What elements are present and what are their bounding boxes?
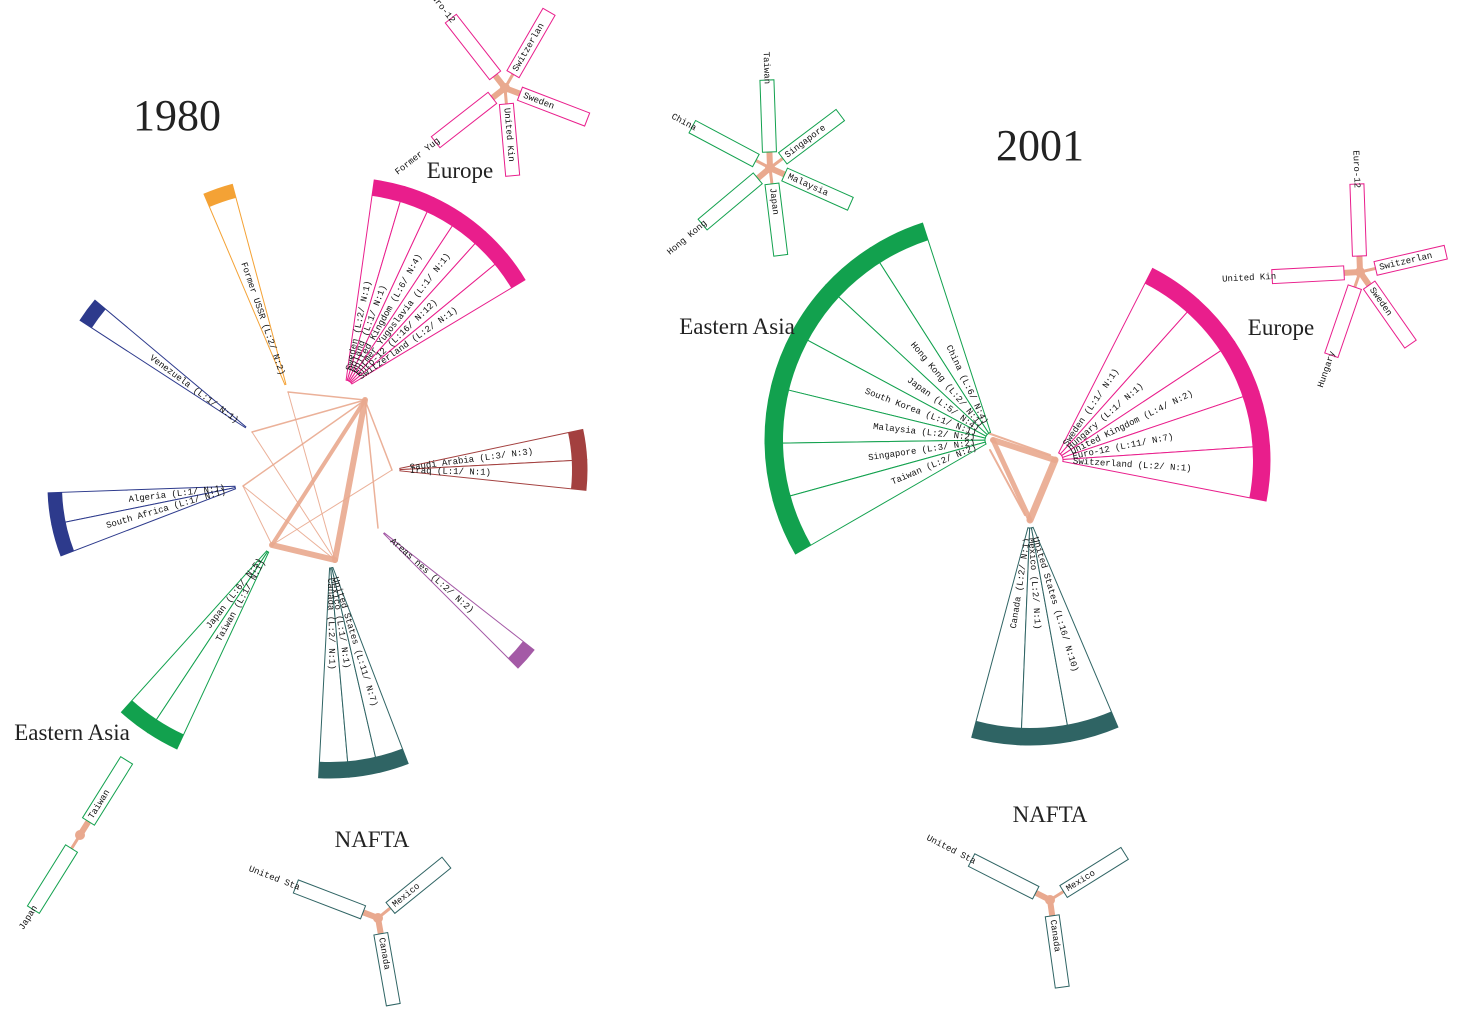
star-label: United Kin [1222,272,1276,285]
star-label: Canada [1047,919,1061,953]
group-band [568,429,587,491]
group-band [508,641,535,669]
star-label: United Sta [247,864,302,893]
star-label: Taiwan [761,52,772,85]
star-arm [506,7,556,79]
group-band [80,300,106,328]
star-label: China [669,112,698,134]
star-arm [498,102,521,177]
group-band [765,223,929,554]
item-label: Areas nes (L:2/ N:2) [388,536,476,615]
region-label: Europe [427,158,493,183]
group-band [48,492,75,556]
flow-link [287,391,366,401]
flow-link [1026,456,1059,524]
star-arm [1271,265,1345,285]
region-label: Eastern Asia [679,314,795,339]
region-label: Europe [1248,315,1314,340]
star-label: Euro-12 [426,0,457,25]
flow-link [251,399,366,433]
star-label: United Sta [925,833,978,867]
region-label: NAFTA [1013,802,1088,827]
star-label: Switzerlan [511,22,547,74]
group-band [371,180,526,289]
flow-link [242,485,273,546]
star-arm [1362,280,1417,349]
flow-link [251,431,336,561]
flow-link [989,449,1026,516]
group-band [1144,268,1270,502]
flow-link [270,398,367,547]
star-arm [1373,244,1448,276]
flow-link [332,397,368,563]
group-band [203,184,236,207]
star-arm [764,182,789,257]
item-label: Venezuela (L:1/ N:1) [147,353,240,425]
year-title: 1980 [133,91,221,140]
flow-link [271,469,393,546]
star-arm [688,119,760,168]
flow-link [990,437,1058,463]
star-arm [1059,846,1130,899]
star-arm [1324,284,1363,359]
flow-link [364,399,379,529]
group-band [121,700,184,749]
star-hub [500,83,510,93]
star-label: Hungary [1316,349,1338,389]
star-arm [967,853,1040,900]
star-arm [292,879,367,920]
group-band [318,748,409,778]
star-hub [373,913,383,923]
star-label: Japan [17,904,40,932]
star-hub [1045,895,1055,905]
star-arm [697,172,763,231]
flow-link [984,431,1051,456]
group-band [971,711,1118,745]
star-hub [1355,267,1365,277]
flow-link [242,485,336,561]
star-arm [777,108,846,165]
star-arm [1044,914,1070,989]
star-arm [516,86,591,127]
star-hub [765,163,775,173]
star-arm [1349,183,1367,257]
star-label: Singapore [783,123,828,160]
star-arm [373,931,401,1007]
flow-link [242,399,366,487]
star-arm [430,91,498,149]
flow-link [364,399,393,471]
star-arm [781,167,854,211]
flow-link [990,437,1033,523]
item-label: Iraq (L:1/ N:1) [410,466,491,478]
flow-link [269,542,338,563]
item-label: Canada (L:2/ N:1) [325,578,337,670]
flow-link [287,391,336,561]
star-arm [759,79,777,153]
star-label: Japan [767,187,780,215]
star-arm [81,755,134,826]
item-label: Former USSR (L:2/ N:2) [238,261,286,377]
star-label: United Kin [501,108,516,163]
star-label: Euro-12 [1350,150,1361,188]
year-title: 2001 [996,121,1084,170]
star-arm [26,844,79,915]
star-hub [75,830,85,840]
star-arm [444,13,502,81]
region-label: Eastern Asia [14,720,130,745]
region-label: NAFTA [335,827,410,852]
star-arm [385,856,452,915]
star-label: Hong Kong [665,218,709,257]
